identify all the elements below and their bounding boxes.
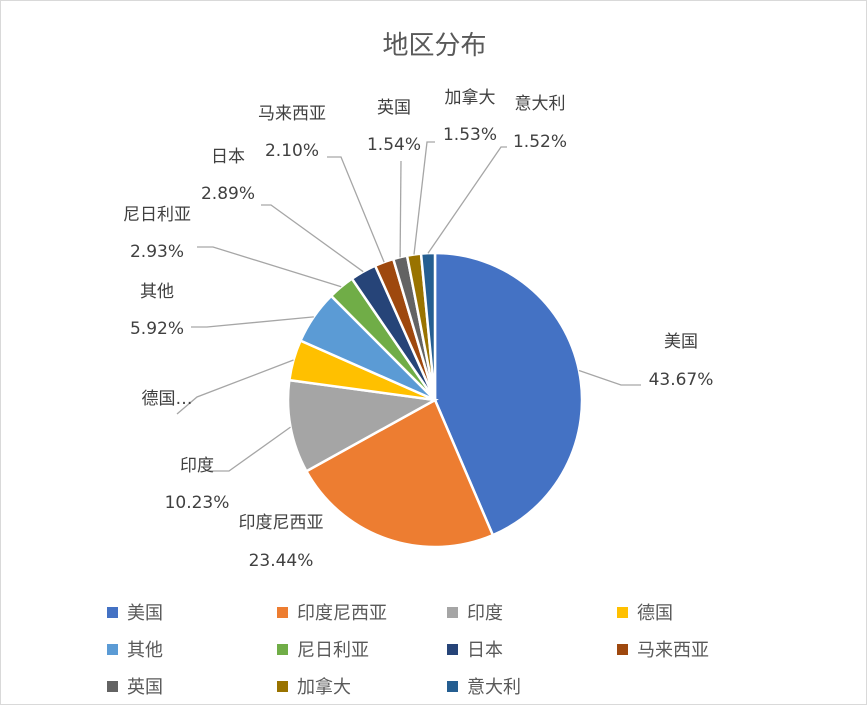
chart-legend: 美国 印度尼西亚 印度 德国其他 尼日利亚 日本 马来西亚英国 加拿大 意大利 [107,601,807,698]
slice-value-label-11: 1.52% [513,132,567,152]
slice-value-label-10: 1.53% [443,125,497,145]
slice-name-label-1: 美国 [664,332,698,352]
legend-swatch [277,606,288,618]
slice-value-label-8: 2.10% [265,141,319,161]
slice-value-label-7: 2.89% [201,184,255,204]
slice-name-label-10: 加拿大 [445,87,496,108]
leader-line-4 [176,359,294,415]
slice-name-label-4: 德国… [142,389,193,409]
legend-swatch [447,606,458,618]
legend-label: 加拿大 [297,677,351,698]
legend-swatch [447,680,458,692]
legend-swatch [447,643,458,655]
slice-name-label-5: 其他 [140,282,174,302]
legend-label: 尼日利亚 [297,640,369,661]
slice-name-label-3: 印度 [180,456,214,476]
legend-item-8: 马来西亚 [617,638,787,661]
slice-value-label-6: 2.93% [130,242,184,262]
legend-label: 印度 [467,603,503,624]
leader-line-1 [578,369,641,386]
legend-swatch [277,680,288,692]
legend-swatch [107,606,118,618]
legend-swatch [107,643,118,655]
legend-item-6: 尼日利亚 [277,638,447,661]
legend-item-11: 意大利 [447,675,617,698]
legend-item-3: 印度 [447,601,617,624]
pie-slice-2 [304,398,495,549]
legend-label: 日本 [467,640,503,661]
legend-swatch [107,680,118,692]
legend-label: 马来西亚 [637,640,709,661]
slice-name-label-6: 尼日利亚 [123,205,191,225]
legend-label: 美国 [127,603,163,624]
slice-value-label-3: 10.23% [165,493,230,513]
legend-label: 其他 [127,640,163,661]
legend-item-1: 美国 [107,601,277,624]
slice-value-label-5: 5.92% [130,319,184,339]
leader-line-9 [399,160,402,258]
slice-value-label-1: 43.67% [649,370,714,390]
slice-name-label-9: 英国 [377,98,411,118]
leader-line-5 [191,316,314,328]
slice-value-label-2: 23.44% [249,551,314,571]
legend-swatch [617,606,628,618]
leader-line-11 [427,146,507,254]
legend-swatch [617,643,628,655]
legend-label: 意大利 [467,677,521,698]
legend-label: 德国 [637,603,673,624]
legend-item-5: 其他 [107,638,277,661]
slice-name-label-2: 印度尼西亚 [239,513,324,533]
legend-item-4: 德国 [617,601,787,624]
legend-item-2: 印度尼西亚 [277,601,447,624]
legend-item-10: 加拿大 [277,675,447,698]
legend-item-9: 英国 [107,675,277,698]
leader-line-3 [209,426,291,472]
legend-label: 印度尼西亚 [297,603,387,624]
leader-line-6 [197,246,342,288]
slice-name-label-11: 意大利 [515,94,566,114]
legend-item-7: 日本 [447,638,617,661]
slice-name-label-7: 日本 [211,147,245,167]
chart-title: 地区分布 [382,31,487,61]
slice-name-label-8: 马来西亚 [258,104,326,124]
slice-value-label-9: 1.54% [367,135,421,155]
pie-slice-3 [286,378,439,473]
leader-line-7 [261,204,364,273]
leader-line-8 [327,156,385,263]
legend-swatch [277,643,288,655]
leader-line-10 [413,141,435,255]
legend-label: 英国 [127,677,163,698]
